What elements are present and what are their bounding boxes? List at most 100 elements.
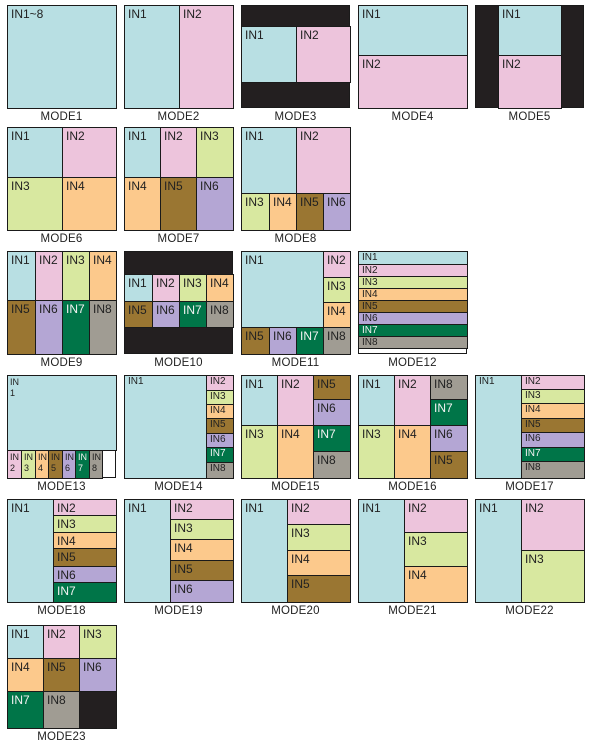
input-label: IN6 bbox=[57, 568, 76, 582]
mode-23-cell-in6: IN6 bbox=[79, 658, 117, 692]
mode-14-cell-in1: IN1 bbox=[124, 375, 207, 479]
mode-20-layout: IN1 IN2 IN3 IN4 IN5 bbox=[241, 499, 351, 603]
mode-11-cell-in3: IN3 bbox=[323, 277, 351, 303]
mode-caption: MODE1 bbox=[40, 111, 83, 123]
mode-7-layout: IN1 IN2 IN3 IN4 IN5 IN6 bbox=[124, 127, 234, 231]
mode-21-layout: IN1 IN2 IN3 IN4 bbox=[358, 499, 468, 603]
mode-18-layout: IN1 IN2 IN3 IN4 IN5 IN6 IN7 bbox=[7, 499, 117, 603]
mode-17-cell-in6: IN6 bbox=[521, 432, 585, 448]
mode-3-layout: IN1 IN2 bbox=[241, 5, 351, 108]
input-label: IN4 bbox=[408, 568, 427, 582]
mode-17-cell-in2: IN2 bbox=[521, 375, 585, 390]
mode-13-cell-in1: IN1 bbox=[7, 375, 117, 451]
mode-10-cell-in3: IN3 bbox=[179, 274, 207, 302]
mode-4-cell-in2: IN2 bbox=[358, 55, 468, 109]
input-label: IN3 bbox=[245, 427, 264, 441]
mode-15-cell-in1: IN1 bbox=[241, 375, 278, 426]
mode-10-cell-in8: IN8 bbox=[206, 301, 234, 328]
input-label: IN3 bbox=[362, 427, 381, 441]
input-label: IN1 bbox=[479, 501, 498, 515]
mode-21-cell-in1: IN1 bbox=[358, 499, 405, 603]
input-label: IN2 bbox=[398, 377, 417, 391]
mode-18-cell-in3: IN3 bbox=[53, 515, 117, 533]
mode-10-cell-in1: IN1 bbox=[124, 274, 153, 302]
mode-17-cell-in8: IN8 bbox=[521, 461, 585, 479]
input-label: IN7 bbox=[57, 584, 76, 598]
mode-15-cell-in8: IN8 bbox=[313, 451, 351, 479]
mode-5-cell-in2: IN2 bbox=[498, 55, 562, 109]
input-label: IN2 bbox=[300, 28, 319, 42]
input-label: IN2 bbox=[57, 501, 76, 515]
mode-caption: MODE20 bbox=[271, 605, 320, 617]
input-label: IN1 bbox=[128, 7, 147, 21]
mode-caption: MODE5 bbox=[508, 111, 551, 123]
input-label: IN2 bbox=[10, 452, 19, 473]
mode-9-cell-in6: IN6 bbox=[35, 300, 63, 355]
input-label: IN5 bbox=[362, 301, 378, 312]
mode-15-cell-in4: IN4 bbox=[277, 425, 314, 479]
input-label: IN4 bbox=[174, 541, 193, 555]
mode-5-cell-in1: IN1 bbox=[498, 5, 562, 56]
input-label: IN2 bbox=[47, 627, 66, 641]
mode-caption: MODE13 bbox=[37, 481, 86, 493]
input-label: IN3 bbox=[57, 517, 76, 531]
mode-caption: MODE15 bbox=[271, 481, 320, 493]
mode-caption: MODE2 bbox=[157, 111, 200, 123]
mode-16-cell-in7: IN7 bbox=[430, 399, 468, 426]
input-label: IN4 bbox=[66, 179, 85, 193]
mode-9-cell-in2: IN2 bbox=[35, 251, 63, 301]
mode-19-cell-in3: IN3 bbox=[170, 519, 234, 540]
input-label: IN1 bbox=[11, 253, 30, 267]
mode-4-cell-in1: IN1 bbox=[358, 5, 468, 56]
mode-15-cell-in2: IN2 bbox=[277, 375, 314, 426]
input-label: IN1~8 bbox=[11, 7, 44, 21]
mode-20-cell-in4: IN4 bbox=[287, 550, 351, 576]
mode-19-cell-in1: IN1 bbox=[124, 499, 171, 603]
mode-11-cell-in7: IN7 bbox=[296, 327, 324, 355]
mode-caption: MODE8 bbox=[274, 233, 317, 245]
input-label: IN7 bbox=[183, 303, 202, 317]
input-label: IN1 bbox=[10, 377, 19, 398]
mode-9-cell-in1: IN1 bbox=[7, 251, 36, 301]
mode-18-cell-in7: IN7 bbox=[53, 582, 117, 603]
mode-14-cell-in4: IN4 bbox=[206, 404, 234, 419]
mode-9-cell-in5: IN5 bbox=[7, 300, 36, 355]
mode-14-cell-in7: IN7 bbox=[206, 447, 234, 463]
input-label: IN8 bbox=[317, 453, 336, 467]
mode-19-cell-in6: IN6 bbox=[170, 580, 234, 603]
mode-12-cell-in8: IN8 bbox=[358, 336, 468, 349]
input-label: IN8 bbox=[92, 452, 101, 473]
input-label: IN3 bbox=[200, 129, 219, 143]
input-label: IN8 bbox=[210, 303, 229, 317]
input-label: IN6 bbox=[362, 313, 378, 324]
input-label: IN5 bbox=[291, 577, 310, 591]
mode-17-cell-in3: IN3 bbox=[521, 389, 585, 404]
input-label: IN5 bbox=[11, 302, 30, 316]
mode-18-cell-in2: IN2 bbox=[53, 499, 117, 516]
input-label: IN2 bbox=[210, 376, 226, 387]
mode-11-cell-in1: IN1 bbox=[241, 251, 324, 328]
input-label: IN5 bbox=[434, 453, 453, 467]
input-label: IN6 bbox=[525, 433, 541, 444]
mode-19-cell-in4: IN4 bbox=[170, 539, 234, 561]
mode-5-layout: IN1 IN2 bbox=[475, 5, 584, 109]
mode-11-layout: IN1 IN2 IN3 IN4 IN5 IN6 IN7 IN8 bbox=[241, 251, 351, 355]
mode-caption: MODE11 bbox=[271, 357, 320, 369]
mode-20-cell-in2: IN2 bbox=[287, 499, 351, 525]
input-label: IN2 bbox=[327, 253, 346, 267]
mode-2-layout: IN1 IN2 bbox=[124, 5, 234, 109]
mode-17-cell-in5: IN5 bbox=[521, 418, 585, 433]
input-label: IN6 bbox=[434, 427, 453, 441]
input-label: IN2 bbox=[183, 7, 202, 21]
mode-23-cell-in7: IN7 bbox=[7, 691, 44, 729]
mode-3-cell-in1: IN1 bbox=[241, 26, 297, 83]
mode-22-cell-in2: IN2 bbox=[521, 499, 585, 551]
mode-13-cell-in6: IN6 bbox=[62, 450, 76, 479]
input-label: IN3 bbox=[408, 534, 427, 548]
mode-16-cell-in1: IN1 bbox=[358, 375, 395, 426]
mode-caption: MODE17 bbox=[505, 481, 554, 493]
input-label: IN3 bbox=[66, 253, 85, 267]
input-label: IN6 bbox=[65, 452, 74, 473]
mode-7-cell-in4: IN4 bbox=[124, 177, 161, 231]
